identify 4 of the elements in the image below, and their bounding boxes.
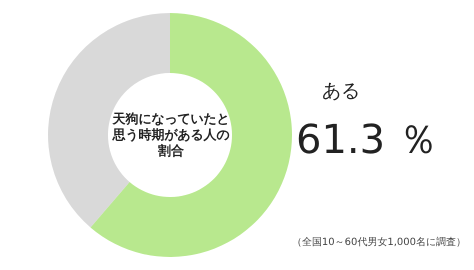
- slice-label: ある: [322, 79, 360, 104]
- text: （全国10～60代男女1,000名に調査）: [292, 236, 466, 249]
- text: 天狗になっていたと思う時期がある人の割合: [111, 112, 230, 160]
- data-label: 61.3 ％: [296, 116, 438, 165]
